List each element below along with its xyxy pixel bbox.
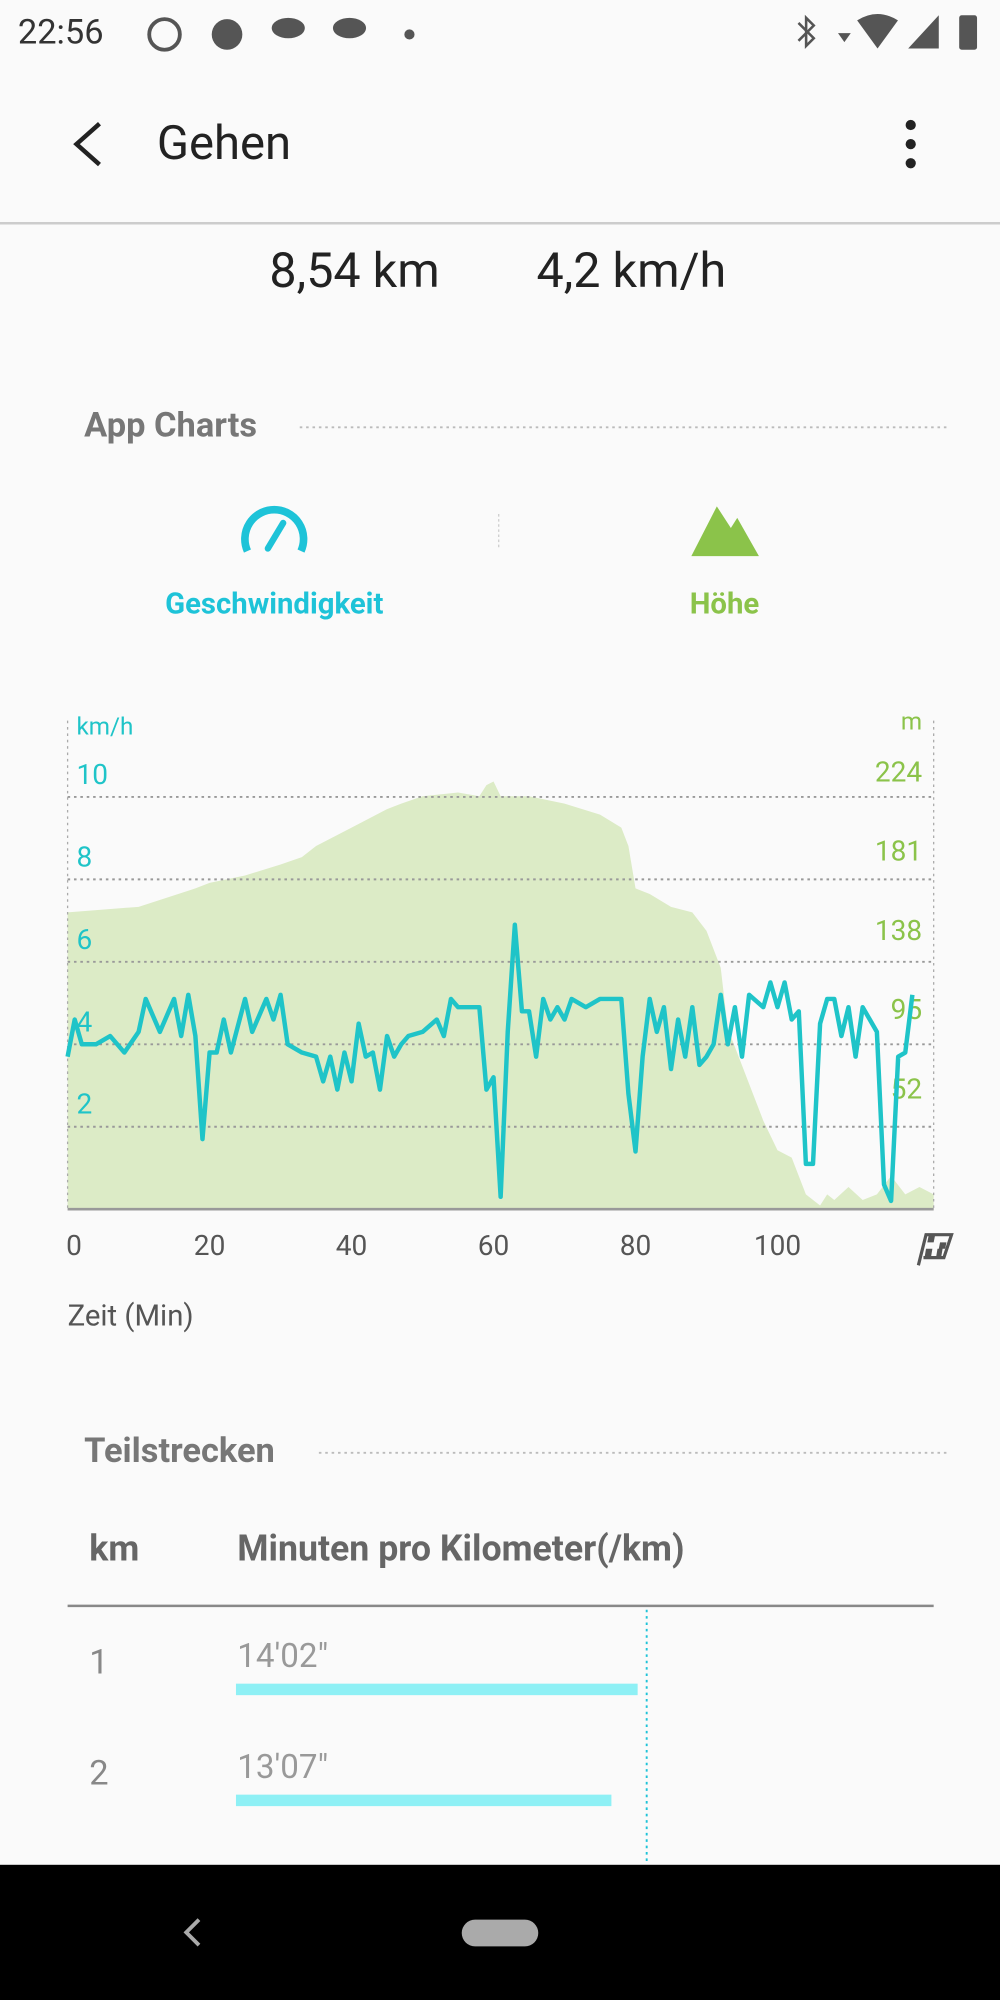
section-title: App Charts [84,405,257,445]
status-time: 22:56 [18,13,104,53]
splits-table: 1 14'02" 2 13'07" [89,1637,638,1807]
y2-tick-label: 181 [875,835,922,868]
y-tick-label: 4 [77,1005,93,1038]
speed-tab[interactable]: Geschwindigkeit [165,505,383,622]
column-header: Minuten pro Kilometer(/km) [237,1527,684,1569]
y-tick-label: 2 [77,1088,93,1121]
tab-label: Geschwindigkeit [165,588,383,622]
status-icons [147,14,978,52]
column-header: km [89,1527,139,1569]
y2-axis-unit: m [901,708,922,736]
y2-tick-label: 95 [891,993,923,1026]
split-pace: 13'07" [237,1748,328,1787]
nav-home[interactable] [461,1919,539,1947]
flag-icon [924,1235,947,1257]
x-tick-label: 40 [336,1229,368,1262]
x-tick-label: 80 [620,1229,652,1262]
x-tick-label: 60 [478,1229,510,1262]
x-tick-label: 20 [194,1229,226,1262]
nav-back[interactable] [183,1918,201,1947]
y-axis-unit: km/h [77,713,134,741]
split-km: 2 [89,1754,108,1794]
split-pace: 14'02" [237,1637,328,1676]
y2-tick-label: 138 [875,914,922,947]
menu-button[interactable] [905,119,916,169]
y-tick-label: 10 [77,758,109,791]
elevation-area [67,781,934,1210]
y-tick-label: 8 [77,840,93,873]
x-tick-label: 0 [66,1229,82,1262]
y2-tick-label: 224 [875,755,923,788]
y-tick-label: 6 [77,923,93,956]
finish-flag [916,1233,954,1266]
split-bar [235,1683,638,1696]
split-km: 1 [89,1643,108,1683]
section-title: Teilstrecken [84,1431,275,1471]
speed-line [65,922,915,1204]
distance: 8,54 km [269,242,439,299]
x-axis-title: Zeit (Min) [68,1299,194,1333]
x-tick-label: 100 [754,1229,801,1262]
back-button[interactable] [73,122,101,167]
flag-icon [916,1233,954,1266]
avg-speed: 4,2 km/h [537,242,727,299]
page-title: Gehen [157,115,291,171]
tab-label: Höhe [690,588,760,622]
elevation-tab[interactable]: Höhe [690,506,760,622]
split-bar [235,1794,612,1807]
